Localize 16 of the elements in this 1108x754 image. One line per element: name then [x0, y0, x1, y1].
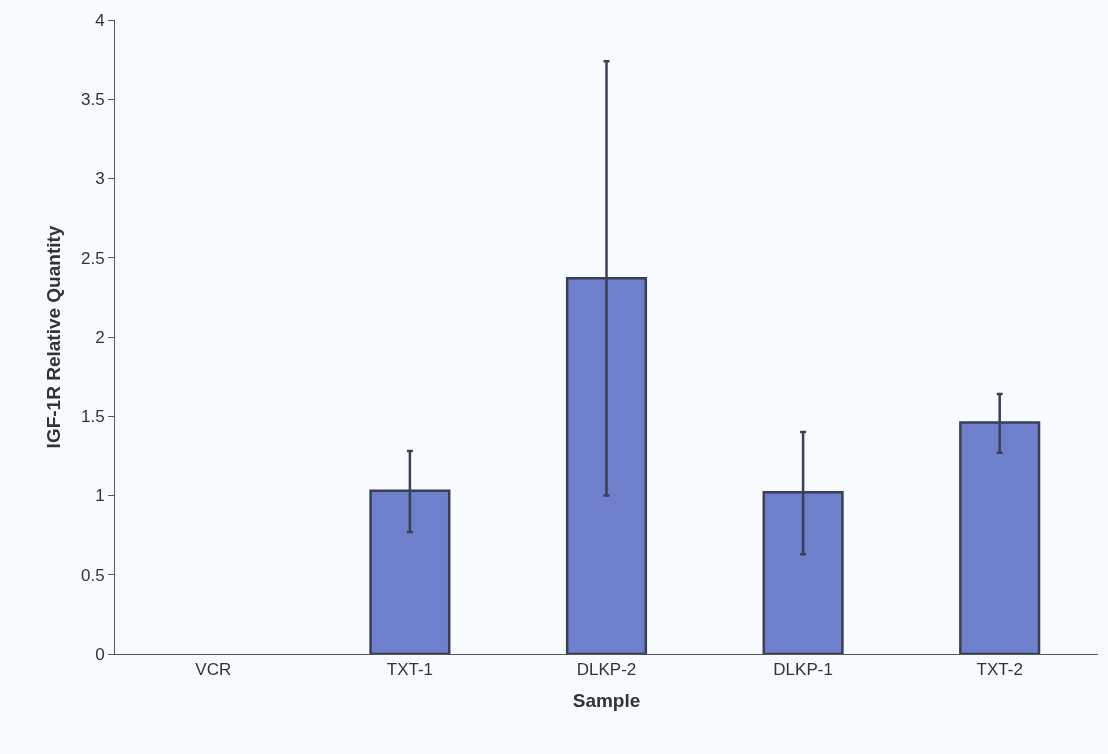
- y-tick-label: 1: [95, 486, 105, 506]
- y-tick-label: 0.5: [80, 565, 105, 585]
- x-tick-label: TXT-2: [976, 660, 1023, 680]
- y-tick-label: 0: [95, 644, 105, 664]
- y-tick-label: 3.5: [80, 90, 105, 110]
- y-tick-label: 2: [95, 327, 105, 347]
- y-tick-label: 3: [95, 169, 105, 189]
- x-tick-label: TXT-1: [386, 660, 434, 680]
- y-axis-title: IGF-1R Relative Quantity: [42, 225, 64, 449]
- y-tick-label: 1.5: [80, 407, 105, 427]
- y-tick-label: 4: [95, 10, 105, 30]
- x-tick-label: DLKP-1: [773, 660, 833, 680]
- y-tick-label: 2.5: [80, 248, 105, 268]
- x-tick-label: VCR: [195, 660, 232, 680]
- x-tick-label: DLKP-2: [576, 660, 637, 680]
- x-axis-title: Sample: [572, 690, 641, 712]
